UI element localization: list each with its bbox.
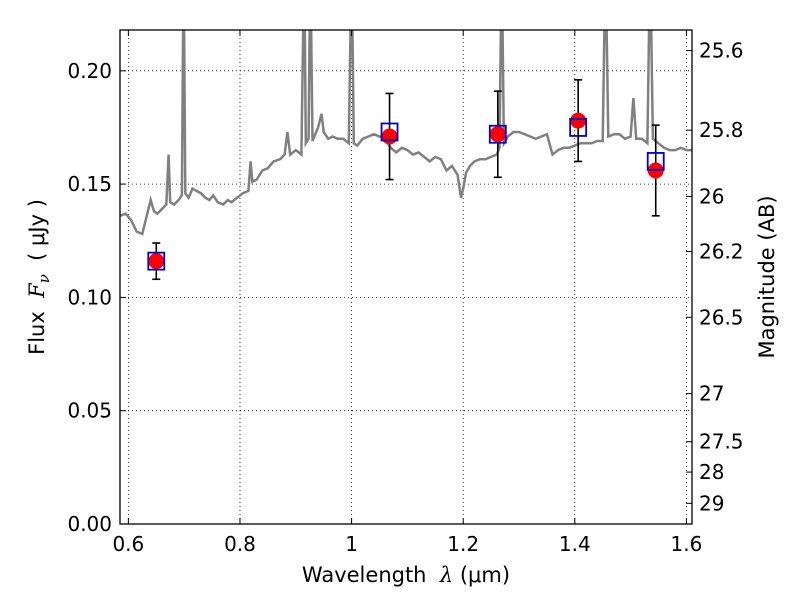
y-axis-label-var: F: [25, 282, 49, 299]
x-tick-label: 1: [345, 532, 358, 556]
plot-frame: [119, 29, 693, 525]
x-axis-label-var: λ: [439, 563, 453, 587]
spectrum-line: [120, 30, 692, 236]
x-tick-label: 0.8: [224, 532, 256, 556]
observed-point: [570, 112, 587, 129]
y2-tick-label: 26.2: [699, 240, 744, 264]
observed-point: [489, 126, 506, 143]
observed-point: [148, 253, 165, 270]
x-tick-label: 1.6: [671, 532, 703, 556]
model-point: [646, 152, 665, 171]
y2-axis-label: Magnitude (AB): [755, 195, 779, 358]
y-tick-label: 0.00: [67, 512, 112, 536]
y2-tick-label: 28: [699, 460, 724, 484]
y2-tick-label: 26: [699, 184, 724, 208]
y-tick-label: 0.20: [67, 59, 112, 83]
x-tick-label: 1.4: [559, 532, 591, 556]
y-tick-label: 0.15: [67, 172, 112, 196]
spectrum-series: [120, 30, 692, 236]
y-axis-label: Flux Fν ( μJy ): [25, 199, 53, 355]
y-axis-label-sub: ν: [35, 274, 53, 283]
y2-tick-label: 27.5: [699, 430, 744, 454]
model-point: [147, 251, 166, 271]
axis-ticks: 0.6 0.8 1 1.2 1.4 1.6 0.00 0.05 0.10 0.15 0.20 25.6…: [67, 30, 744, 556]
x-axis-label: Wavelength λ (μm): [302, 563, 510, 587]
observed-point: [381, 128, 398, 145]
y-tick-label: 0.10: [67, 285, 112, 309]
model-point: [569, 118, 588, 137]
y2-tick-label: 29: [699, 491, 724, 515]
y2-tick-label: 27: [699, 382, 724, 406]
x-axis-label-unit: (μm): [453, 563, 510, 587]
y2-tick-label: 25.8: [699, 118, 744, 142]
y2-tick-label: 26.5: [699, 305, 744, 329]
model-point: [380, 122, 399, 142]
data-marks: [147, 79, 665, 281]
plot-background: [120, 30, 692, 524]
y-tick-label: 0.05: [67, 399, 112, 423]
y2-tick-label: 25.6: [699, 39, 744, 63]
x-tick-label: 0.6: [112, 532, 144, 556]
model-point: [488, 124, 507, 144]
y-axis-label-prefix: Flux: [25, 298, 49, 355]
x-axis-label-prefix: Wavelength: [302, 563, 440, 587]
y-axis-label-unit: ( μJy ): [25, 199, 49, 274]
x-tick-label: 1.2: [447, 532, 479, 556]
